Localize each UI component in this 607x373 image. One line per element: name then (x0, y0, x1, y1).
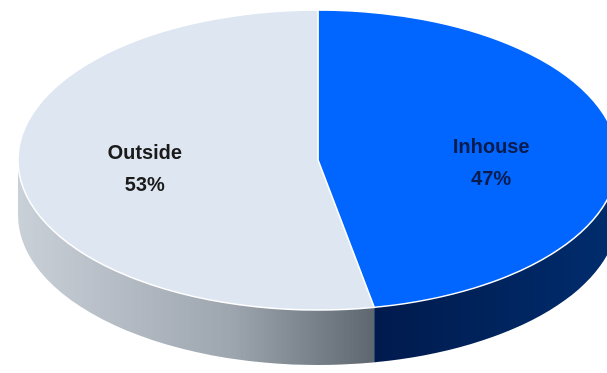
slice-outside (17, 9, 376, 311)
slice-side-inhouse (374, 200, 607, 363)
pie-tops (17, 9, 607, 311)
slice-side-outside (18, 160, 375, 365)
pie-labels: Inhouse 47% Outside 53% (108, 136, 530, 196)
slice-label-inhouse: Inhouse (453, 136, 530, 158)
slice-value-outside: 53% (125, 174, 165, 196)
slice-label-outside: Outside (108, 142, 182, 164)
slice-inhouse (317, 9, 607, 309)
pie-sides (18, 160, 607, 365)
slice-value-inhouse: 47% (471, 168, 511, 190)
